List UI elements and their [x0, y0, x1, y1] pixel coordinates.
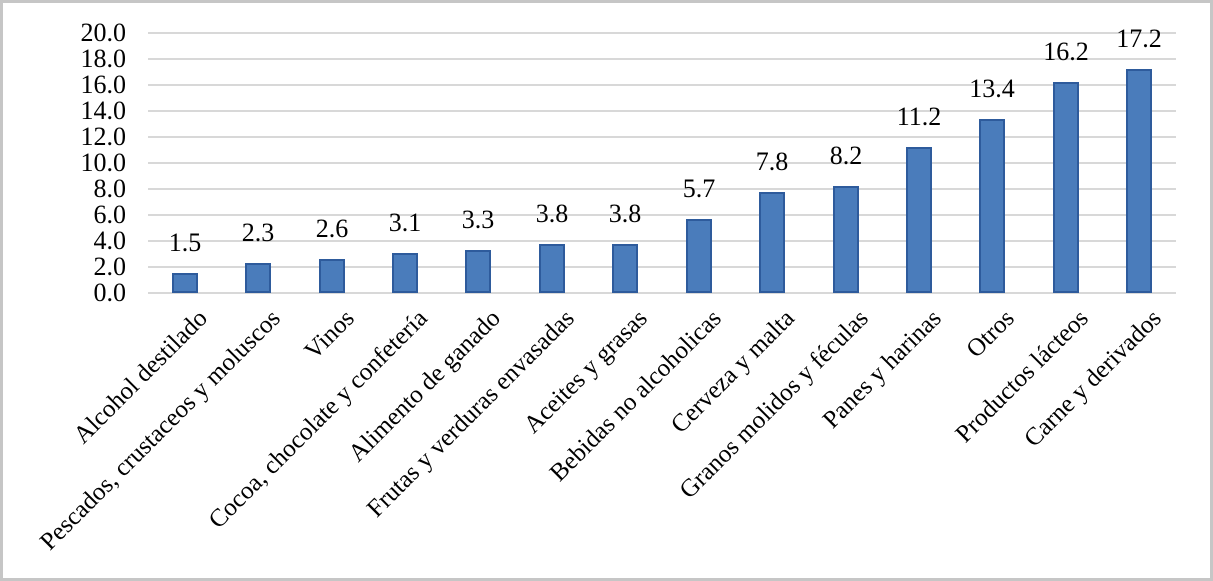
gridline: [148, 240, 1176, 242]
bar-value-label: 8.2: [829, 141, 863, 170]
y-axis-tick-label: 12.0: [80, 122, 127, 151]
bar-value-label: 2.3: [241, 218, 275, 247]
bar-value-label: 3.8: [608, 199, 642, 228]
bar: [1053, 82, 1079, 293]
bar: [833, 186, 859, 293]
y-axis-tick-label: 20.0: [80, 18, 127, 47]
gridline: [148, 214, 1176, 216]
bar: [465, 250, 491, 293]
bar: [906, 147, 932, 293]
bar-value-label: 7.8: [755, 147, 789, 176]
bar-value-label: 1.5: [168, 228, 202, 257]
gridline: [148, 84, 1176, 86]
bar-value-label: 3.1: [388, 208, 422, 237]
bar: [612, 244, 638, 293]
y-axis-tick-label: 14.0: [80, 96, 127, 125]
bar: [392, 253, 418, 293]
y-axis-tick-label: 4.0: [93, 226, 127, 255]
bar-value-label: 16.2: [1043, 37, 1089, 66]
gridline: [148, 188, 1176, 190]
y-axis-tick-label: 0.0: [93, 278, 127, 307]
bar: [1126, 69, 1152, 293]
bar-value-label: 2.6: [315, 214, 349, 243]
bar: [172, 273, 198, 293]
gridline: [148, 162, 1176, 164]
y-axis-tick-label: 6.0: [93, 200, 127, 229]
y-axis-tick-label: 2.0: [93, 252, 127, 281]
bar-value-label: 11.2: [896, 102, 942, 131]
gridline: [148, 58, 1176, 60]
y-axis-tick-label: 10.0: [80, 148, 127, 177]
gridline: [148, 292, 1176, 294]
bar: [979, 119, 1005, 293]
bar: [245, 263, 271, 293]
gridline: [148, 136, 1176, 138]
y-axis-tick-label: 16.0: [80, 70, 127, 99]
bar: [759, 192, 785, 293]
bar-value-label: 13.4: [969, 74, 1015, 103]
gridline: [148, 32, 1176, 34]
gridline: [148, 266, 1176, 268]
bar-value-label: 3.3: [461, 205, 495, 234]
gridline: [148, 110, 1176, 112]
y-axis-tick-label: 18.0: [80, 44, 127, 73]
bar: [539, 244, 565, 293]
bar: [686, 219, 712, 293]
bar-value-label: 5.7: [682, 174, 716, 203]
y-axis-tick-label: 8.0: [93, 174, 127, 203]
bar: [319, 259, 345, 293]
bar-value-label: 17.2: [1116, 24, 1162, 53]
bar-value-label: 3.8: [535, 199, 569, 228]
